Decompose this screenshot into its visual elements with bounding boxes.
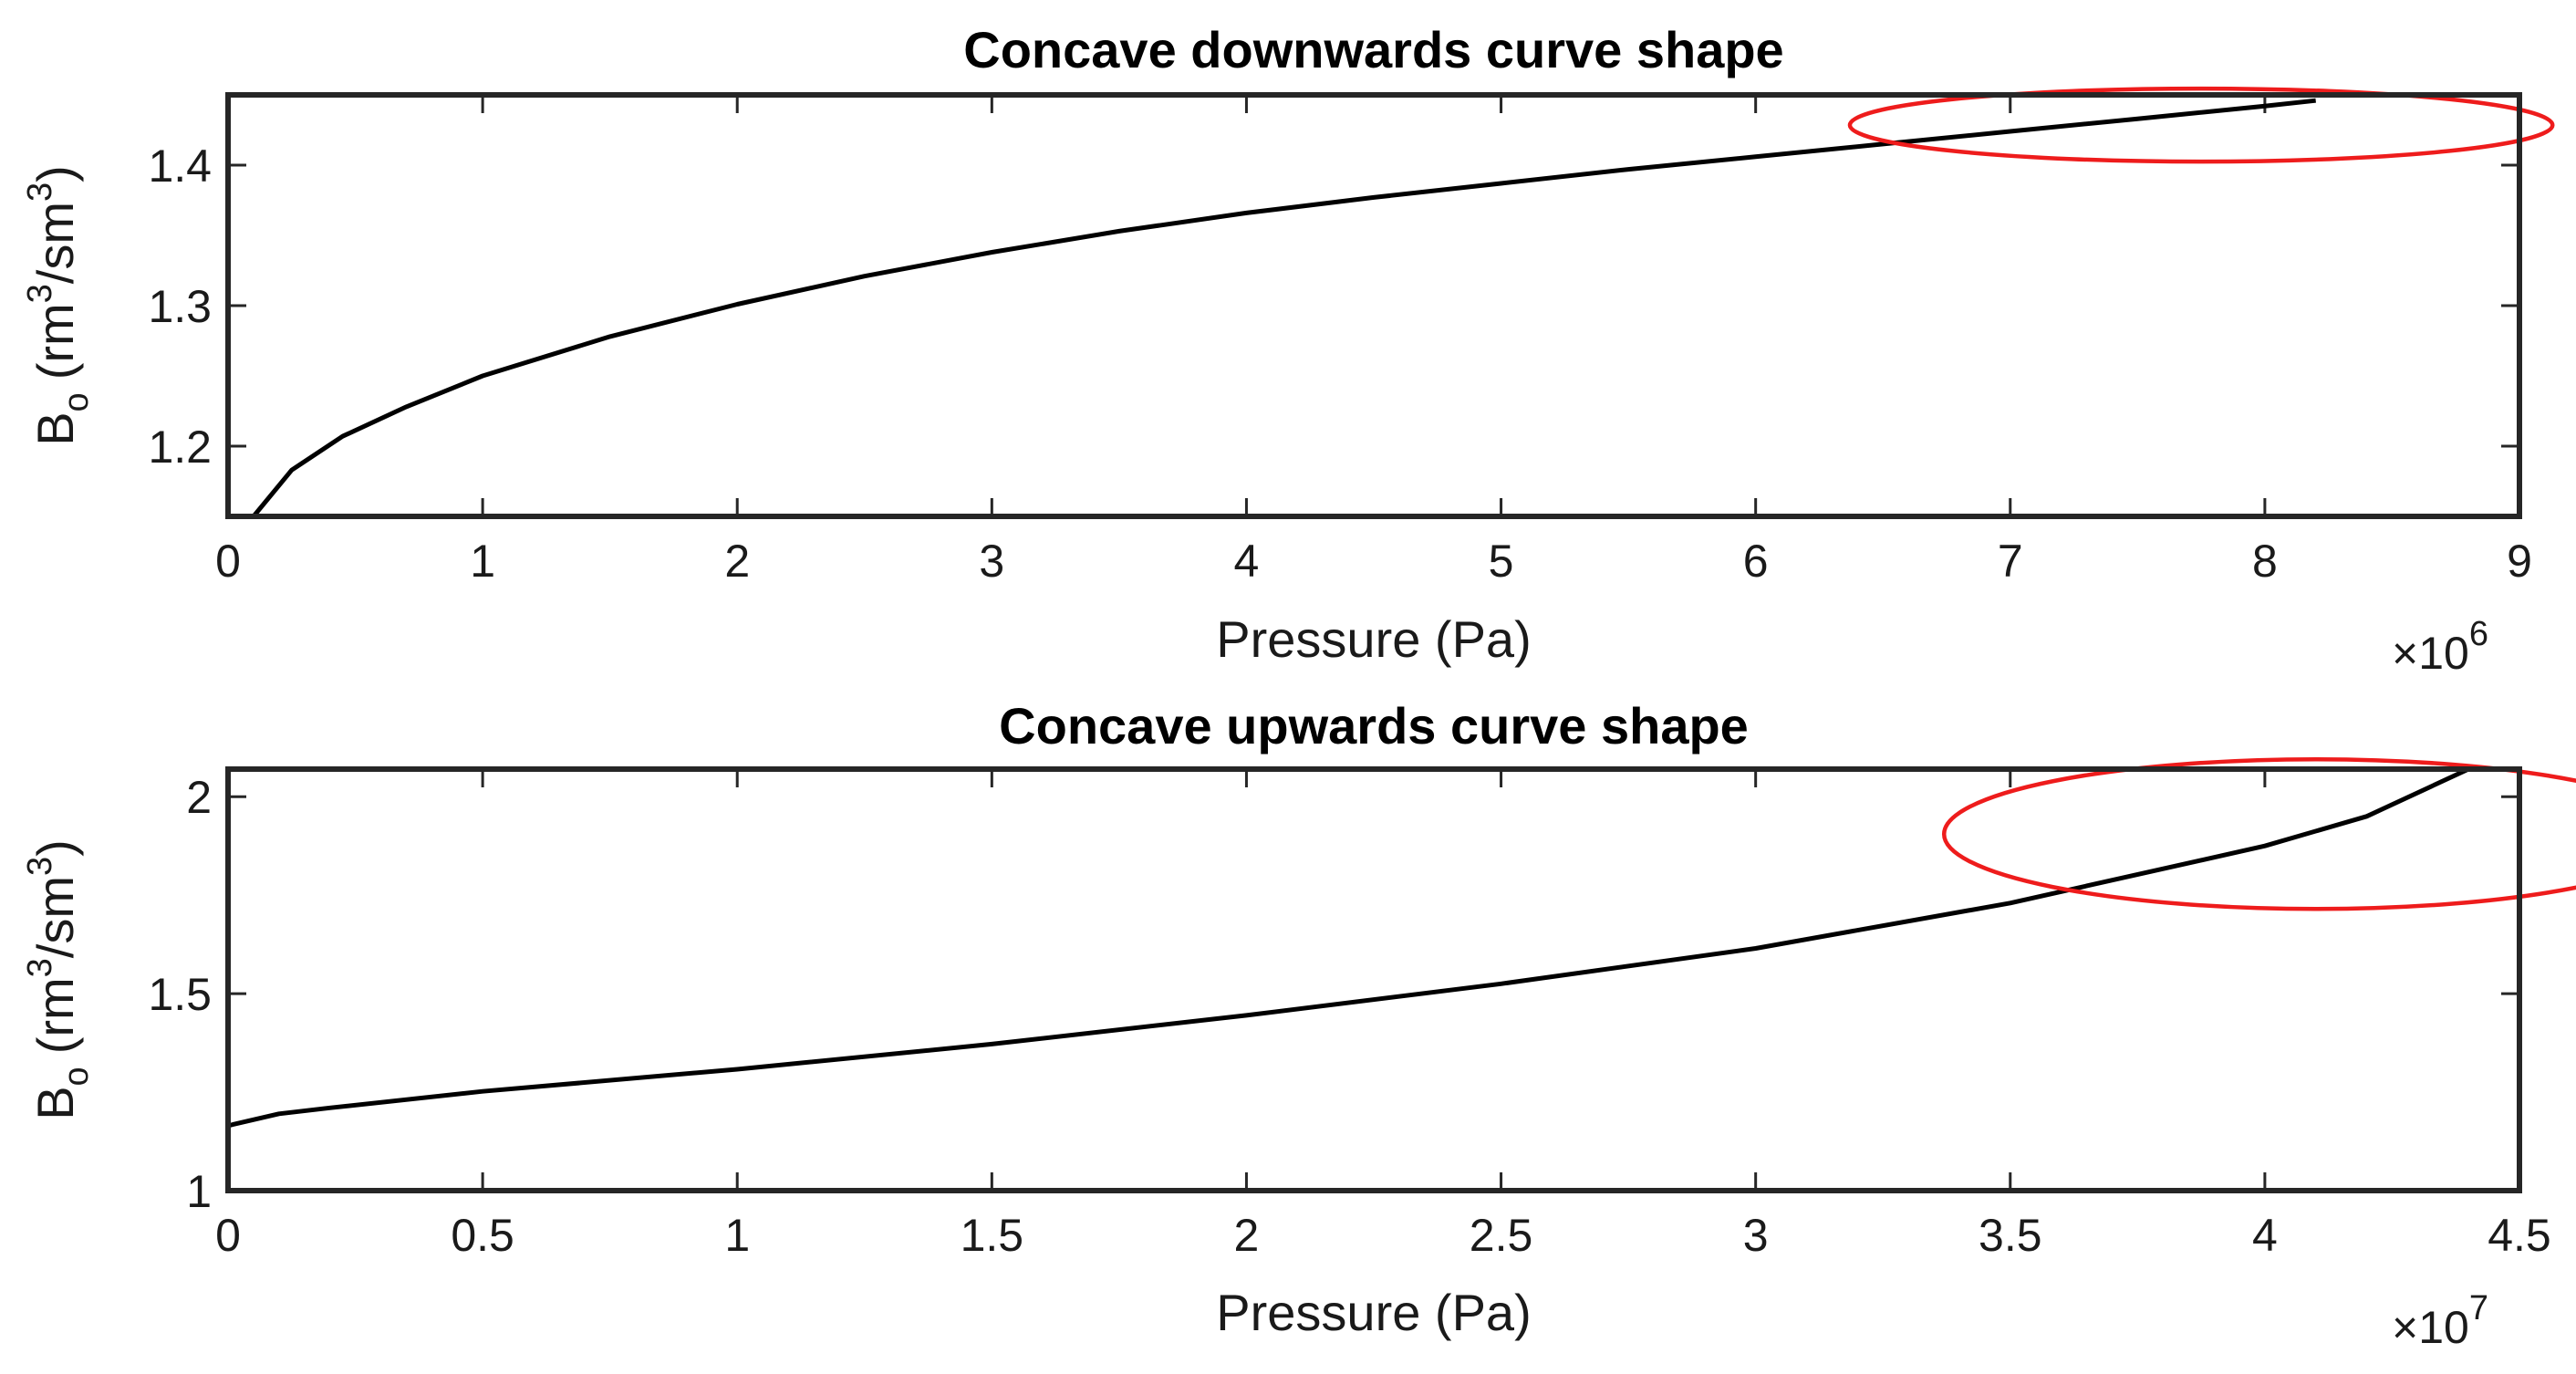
chart-1: Concave downwards curve shape 0 1 2 3 4 5 6 7 8 9 1… — [21, 21, 2555, 679]
highlight-ellipse — [1847, 86, 2555, 164]
x-tick-label: 3 — [979, 536, 1004, 587]
x-tick-label: 3.5 — [1979, 1210, 2042, 1261]
x-tick-label: 5 — [1489, 536, 1514, 587]
x-tick-label: 4 — [1234, 536, 1260, 587]
y-axis-label: Bo(rm3/sm3) — [21, 165, 96, 446]
y-tick-label: 1 — [186, 1166, 212, 1217]
x-tick-label: 3 — [1743, 1210, 1769, 1261]
x-tick-label: 4 — [2252, 1210, 2278, 1261]
x-tick-label: 0 — [215, 536, 241, 587]
y-axis-label: Bo(rm3/sm3) — [21, 839, 96, 1120]
y-tick-label: 1.4 — [148, 141, 212, 192]
highlight-ellipse — [1942, 756, 2576, 911]
x-tick-label: 1.5 — [961, 1210, 1024, 1261]
x-tick-label: 8 — [2252, 536, 2278, 587]
x-tick-label: 1 — [724, 1210, 750, 1261]
x-axis-label: Pressure (Pa) — [1216, 610, 1531, 668]
x-exponent-label: ×106 — [2392, 615, 2488, 679]
x-tick-label: 0.5 — [451, 1210, 514, 1261]
y-tick-label: 2 — [186, 772, 212, 823]
x-axis-label: Pressure (Pa) — [1216, 1284, 1531, 1341]
chart-2: Concave upwards curve shape 0 0.5 1 1.5 2 2.5 3… — [21, 697, 2576, 1353]
x-exponent-label: ×107 — [2392, 1289, 2488, 1353]
x-tick-label: 2.5 — [1470, 1210, 1533, 1261]
data-line-bo — [251, 98, 2316, 516]
data-line-bo — [228, 769, 2470, 1129]
x-tick-label: 4.5 — [2488, 1210, 2551, 1261]
axes-box — [225, 92, 2522, 519]
chart-title: Concave downwards curve shape — [963, 21, 1783, 78]
x-tick-label: 7 — [1998, 536, 2023, 587]
x-tick-label: 6 — [1743, 536, 1769, 587]
x-tick-label: 0 — [215, 1210, 241, 1261]
x-tick-label: 1 — [470, 536, 495, 587]
x-tick-label: 2 — [1234, 1210, 1260, 1261]
axes-box — [225, 766, 2522, 1193]
y-tick-label: 1.2 — [148, 422, 212, 473]
chart-title: Concave upwards curve shape — [999, 697, 1749, 755]
y-tick-label: 1.5 — [148, 969, 212, 1020]
y-tick-label: 1.3 — [148, 281, 212, 332]
x-tick-label: 2 — [724, 536, 750, 587]
x-tick-label: 9 — [2507, 536, 2532, 587]
